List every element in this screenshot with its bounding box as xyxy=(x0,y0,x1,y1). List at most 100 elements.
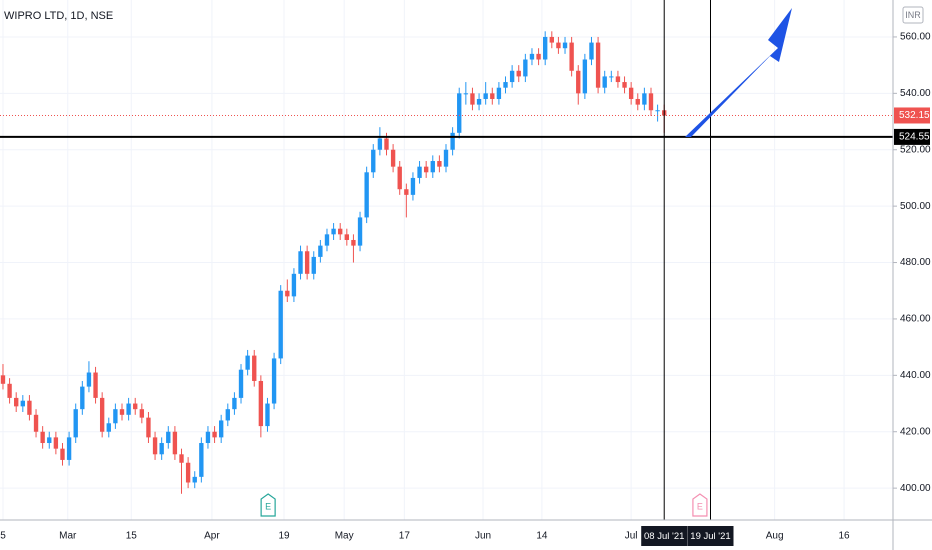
candle-body xyxy=(73,409,78,438)
y-tick-label: 500.00 xyxy=(900,201,931,212)
candle-body xyxy=(576,70,581,94)
y-tick-label: 440.00 xyxy=(900,370,931,381)
last-price-label: 532.15 xyxy=(899,110,930,121)
candle-body xyxy=(166,431,171,444)
x-tick-label: 15 xyxy=(126,531,138,542)
candle-body xyxy=(271,358,277,404)
y-tick-label: 480.00 xyxy=(900,257,931,268)
candle-body xyxy=(80,386,85,410)
candle-body xyxy=(523,59,528,77)
x-tick-label: Jun xyxy=(475,531,491,542)
candle-body xyxy=(199,443,204,477)
candle-body xyxy=(298,251,303,274)
candle-body xyxy=(377,138,383,150)
candle-body xyxy=(265,403,270,427)
candle-body xyxy=(152,437,158,455)
candle-body xyxy=(159,443,164,455)
candle-body xyxy=(338,228,343,235)
x-tick-label: Aug xyxy=(766,531,784,542)
y-tick-label: 540.00 xyxy=(900,88,931,99)
candle-body xyxy=(331,228,336,235)
candle-body xyxy=(133,403,138,410)
candle-body xyxy=(258,380,264,427)
event-marker xyxy=(260,493,276,517)
y-tick-label: 400.00 xyxy=(900,483,931,494)
y-tick-label: 420.00 xyxy=(900,426,931,437)
vline-label: 08 Jul '21 xyxy=(644,531,684,542)
x-tick-label: 14 xyxy=(536,531,548,542)
candle-body xyxy=(496,87,502,99)
candle-body xyxy=(443,149,449,167)
candle-body xyxy=(113,409,118,424)
candle-body xyxy=(139,409,145,418)
candle-body xyxy=(430,161,435,173)
event-label: E xyxy=(265,501,271,511)
currency-box xyxy=(902,6,924,24)
event-marker xyxy=(692,493,708,517)
candle-body xyxy=(192,476,197,483)
candle-body xyxy=(417,166,422,178)
candle-body xyxy=(450,132,455,150)
candle-body xyxy=(463,93,469,95)
candle-body xyxy=(179,454,184,463)
candle-body xyxy=(99,397,105,432)
candle-body xyxy=(14,397,19,407)
candle-body xyxy=(20,400,25,407)
candle-body xyxy=(311,256,316,274)
x-tick-label: Mar xyxy=(59,531,77,542)
x-tick-label: Jul xyxy=(625,531,638,542)
candle-body xyxy=(47,437,52,444)
x-tick-label: May xyxy=(335,531,354,542)
event-label: E xyxy=(697,501,703,511)
candle-body xyxy=(33,414,39,432)
hline-label: 524.55 xyxy=(899,132,930,143)
candle-body xyxy=(595,42,601,88)
candle-body xyxy=(146,417,151,438)
candle-body xyxy=(384,138,389,150)
candle-body xyxy=(304,251,310,274)
candle-body xyxy=(490,93,495,99)
last-price-box xyxy=(894,107,930,124)
x-tick-label: Apr xyxy=(204,531,220,542)
candle-body xyxy=(483,93,488,99)
candle-body xyxy=(318,245,323,257)
candle-body xyxy=(437,161,442,167)
candle-body xyxy=(245,355,250,370)
candle-body xyxy=(476,98,482,105)
candle-body xyxy=(543,36,548,60)
grid xyxy=(0,0,893,520)
candle-body xyxy=(205,431,211,444)
candle-body xyxy=(556,42,561,49)
candle-body xyxy=(93,372,98,398)
candle-body xyxy=(509,70,515,83)
candle-body xyxy=(457,93,462,133)
candle-body xyxy=(106,423,111,432)
candle-body xyxy=(252,355,257,381)
candle-body xyxy=(602,76,607,88)
candle-body xyxy=(582,59,588,94)
hline-box xyxy=(894,128,930,145)
candle-body xyxy=(185,462,191,483)
candle-body xyxy=(278,290,283,359)
candle-body xyxy=(642,93,647,105)
y-tick-label: 460.00 xyxy=(900,314,931,325)
candle-body xyxy=(529,53,535,60)
candle-body xyxy=(7,383,12,398)
candle-body xyxy=(60,448,65,460)
currency: INR xyxy=(905,10,921,20)
candle-body xyxy=(470,93,475,105)
candle-body xyxy=(119,409,125,415)
candle-body xyxy=(655,110,660,112)
candle-body xyxy=(609,76,614,78)
candle-body xyxy=(344,234,350,240)
y-tick-label: 560.00 xyxy=(900,32,931,43)
candle-body xyxy=(635,98,640,105)
candle-body xyxy=(219,420,224,438)
x-tick-label: 5 xyxy=(0,531,6,542)
candle-body xyxy=(232,397,237,410)
candle-body xyxy=(404,189,409,195)
candle-body xyxy=(390,149,396,167)
candle-body xyxy=(225,409,230,421)
candle-body xyxy=(562,42,568,49)
